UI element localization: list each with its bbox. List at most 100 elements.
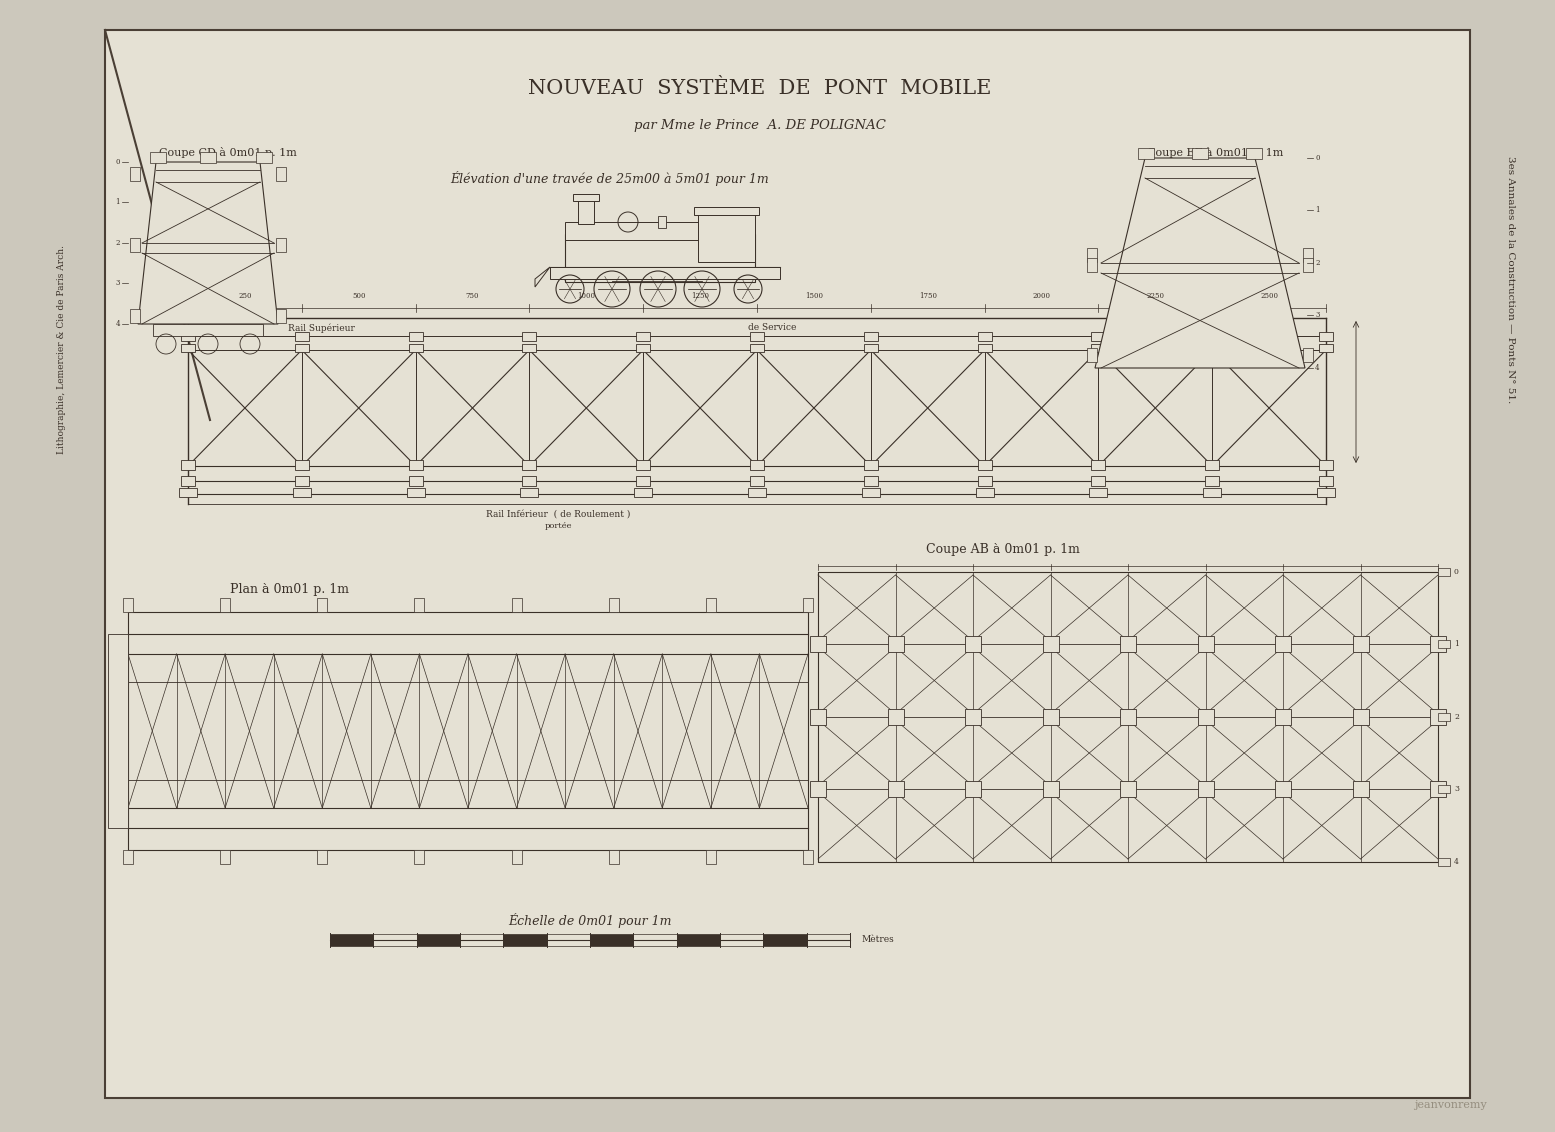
Bar xyxy=(295,460,309,470)
Bar xyxy=(694,207,759,215)
Text: 2: 2 xyxy=(1454,713,1459,721)
Bar xyxy=(888,781,903,797)
Bar xyxy=(1120,781,1137,797)
Bar xyxy=(1438,858,1449,866)
Text: 4: 4 xyxy=(115,320,120,328)
Bar xyxy=(1205,344,1219,352)
Bar xyxy=(818,572,1438,861)
Bar xyxy=(966,709,981,724)
Bar xyxy=(257,152,272,163)
Bar xyxy=(1042,709,1059,724)
Text: Échelle de 0m01 pour 1m: Échelle de 0m01 pour 1m xyxy=(508,912,672,927)
Bar xyxy=(1204,488,1221,497)
Bar xyxy=(522,332,536,341)
Bar xyxy=(636,460,650,470)
Bar xyxy=(750,475,764,486)
Bar xyxy=(295,332,309,341)
Bar xyxy=(1353,709,1368,724)
Text: 750: 750 xyxy=(466,292,479,300)
Bar xyxy=(634,488,652,497)
Bar xyxy=(676,934,720,946)
Bar xyxy=(633,934,676,946)
Bar xyxy=(888,636,903,652)
Bar xyxy=(221,850,230,864)
Bar xyxy=(802,598,813,612)
Bar xyxy=(807,934,851,946)
Text: Coupe CD à 0m01 p. 1m: Coupe CD à 0m01 p. 1m xyxy=(159,146,297,157)
Text: de Service: de Service xyxy=(748,324,796,333)
Bar xyxy=(861,488,880,497)
Bar xyxy=(1431,709,1446,724)
Text: Coupe AB à 0m01 p. 1m: Coupe AB à 0m01 p. 1m xyxy=(927,543,1079,557)
Text: 2000: 2000 xyxy=(1033,292,1051,300)
Text: 2: 2 xyxy=(115,239,120,247)
Text: 0: 0 xyxy=(115,158,120,166)
Bar xyxy=(373,934,417,946)
Bar xyxy=(1092,344,1106,352)
Bar xyxy=(1138,148,1154,158)
Bar xyxy=(1353,636,1368,652)
Bar xyxy=(295,475,309,486)
Bar xyxy=(720,934,764,946)
Bar xyxy=(1431,781,1446,797)
Bar xyxy=(863,332,879,341)
Bar xyxy=(417,934,460,946)
Bar xyxy=(1042,636,1059,652)
Bar xyxy=(1353,781,1368,797)
Bar xyxy=(460,934,504,946)
Text: 500: 500 xyxy=(351,292,365,300)
Text: 250: 250 xyxy=(238,292,252,300)
Bar xyxy=(764,934,807,946)
Text: portée: portée xyxy=(544,522,572,530)
Text: 1: 1 xyxy=(1316,206,1320,214)
Bar xyxy=(522,475,536,486)
Text: 1250: 1250 xyxy=(690,292,709,300)
Text: Rail Inférieur  ( de Roulement ): Rail Inférieur ( de Roulement ) xyxy=(485,509,630,518)
Bar xyxy=(750,332,764,341)
Bar xyxy=(966,636,981,652)
Bar xyxy=(608,850,619,864)
Bar xyxy=(131,168,140,181)
Bar xyxy=(522,460,536,470)
Bar xyxy=(409,344,423,352)
Bar xyxy=(1042,781,1059,797)
Bar xyxy=(547,934,589,946)
Bar xyxy=(1438,784,1449,794)
Bar xyxy=(179,488,197,497)
Text: Rail Supérieur: Rail Supérieur xyxy=(288,324,355,333)
Text: 1500: 1500 xyxy=(805,292,823,300)
Text: 2: 2 xyxy=(1316,259,1320,267)
Bar xyxy=(292,488,311,497)
Bar xyxy=(1087,258,1096,272)
Bar xyxy=(330,934,373,946)
Text: 1000: 1000 xyxy=(577,292,596,300)
Bar xyxy=(275,309,286,323)
Bar xyxy=(1319,475,1333,486)
Bar xyxy=(1087,348,1096,362)
Bar xyxy=(1438,640,1449,648)
Bar xyxy=(409,475,423,486)
Bar xyxy=(750,344,764,352)
Bar xyxy=(1193,148,1208,158)
Bar xyxy=(123,598,134,612)
Bar xyxy=(106,31,1469,1098)
Text: 3es Annales de la Construction — Ponts N° 51.: 3es Annales de la Construction — Ponts N… xyxy=(1505,156,1515,404)
Bar xyxy=(1438,713,1449,721)
Text: 1: 1 xyxy=(115,198,120,206)
Bar xyxy=(131,309,140,323)
Bar xyxy=(180,475,194,486)
Text: 4: 4 xyxy=(1454,858,1459,866)
Bar xyxy=(1120,636,1137,652)
Bar xyxy=(863,344,879,352)
Bar xyxy=(636,475,650,486)
Bar xyxy=(221,598,230,612)
Bar xyxy=(589,934,633,946)
Bar xyxy=(1275,781,1291,797)
Text: 3: 3 xyxy=(115,278,120,288)
Polygon shape xyxy=(535,267,550,288)
Bar xyxy=(1303,348,1312,362)
Bar xyxy=(810,709,826,724)
Bar xyxy=(706,598,715,612)
Bar xyxy=(317,598,327,612)
Bar xyxy=(1205,460,1219,470)
